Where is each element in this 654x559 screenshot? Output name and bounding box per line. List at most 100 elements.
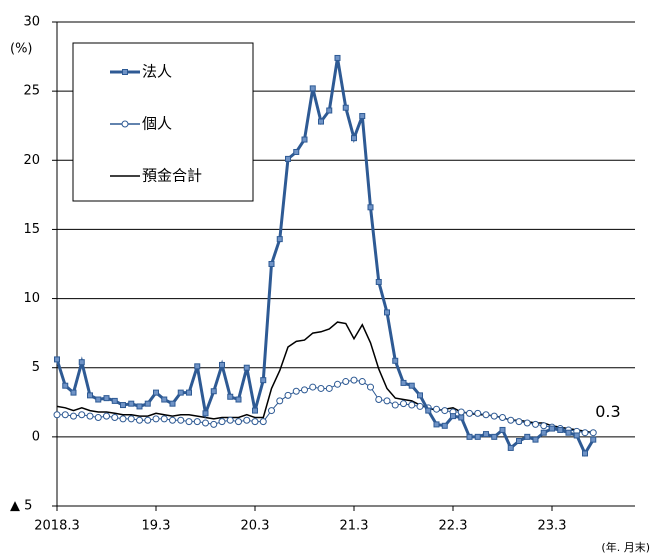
point [523, 419, 531, 427]
point [441, 407, 449, 415]
legend-marker [122, 69, 128, 75]
point [359, 113, 366, 120]
point [284, 391, 292, 399]
point [466, 409, 473, 417]
point [342, 378, 350, 386]
point [466, 433, 473, 440]
point [309, 85, 316, 92]
point [433, 405, 440, 413]
point [152, 415, 160, 423]
point [408, 401, 416, 409]
point [136, 403, 143, 410]
point [515, 418, 523, 426]
legend-box [72, 42, 254, 202]
point [383, 397, 391, 405]
point [103, 412, 110, 420]
point [127, 415, 135, 423]
point [350, 376, 358, 384]
point [499, 426, 506, 433]
point [483, 431, 489, 438]
point [573, 432, 580, 439]
point [392, 357, 399, 364]
point [450, 413, 456, 420]
y-unit: (%) [10, 42, 33, 57]
point [433, 421, 440, 428]
point [301, 386, 308, 394]
point [202, 410, 209, 417]
point [144, 416, 152, 424]
x-tick-label: 2018.3 [34, 519, 80, 534]
point [218, 418, 226, 426]
y-tick-label: 10 [23, 291, 40, 306]
point [293, 148, 300, 155]
point [532, 420, 539, 428]
y-tick-label: 20 [23, 153, 40, 168]
point [532, 436, 539, 443]
point [565, 429, 572, 436]
point [317, 384, 325, 392]
point [490, 412, 498, 420]
point [86, 412, 94, 420]
point [589, 429, 597, 437]
point [375, 396, 383, 404]
point [128, 400, 135, 407]
y-tick-label: 30 [23, 15, 40, 30]
point [94, 413, 102, 421]
point [160, 415, 168, 423]
y-tick-label: 15 [23, 222, 40, 237]
point [177, 416, 185, 424]
legend-label: 預金合計 [142, 167, 202, 185]
point [482, 411, 490, 419]
point [210, 388, 217, 395]
point [408, 382, 415, 389]
point [226, 416, 234, 424]
point [268, 407, 275, 415]
point [153, 389, 159, 396]
point [326, 107, 333, 114]
point [119, 415, 127, 423]
point [309, 383, 317, 391]
point [391, 401, 399, 409]
point [70, 389, 77, 396]
point [276, 236, 283, 243]
point [227, 393, 234, 400]
x-tick-label: 21.3 [340, 519, 369, 534]
point [334, 54, 341, 61]
y-tick-label: 0 [32, 429, 40, 444]
point [457, 408, 465, 416]
annotation: 0.3 [595, 402, 620, 421]
point [259, 418, 267, 426]
point [499, 413, 506, 421]
point [53, 411, 61, 419]
point [78, 411, 86, 419]
point [507, 444, 514, 451]
point [210, 420, 218, 428]
point [144, 400, 151, 407]
point [235, 396, 242, 403]
x-tick-label: 20.3 [241, 519, 270, 534]
point [441, 422, 448, 429]
point [375, 278, 382, 285]
point [243, 416, 251, 424]
x-tick-label: 22.3 [439, 519, 468, 534]
point [111, 413, 119, 421]
point [136, 416, 143, 424]
point [78, 359, 85, 366]
point [367, 383, 374, 391]
point [358, 378, 366, 386]
point [417, 392, 423, 399]
y-tick-label: 5 [32, 360, 40, 375]
point [342, 104, 349, 111]
point [62, 382, 69, 389]
point [268, 261, 275, 267]
point [111, 397, 118, 404]
point [169, 400, 176, 407]
legend-marker [121, 120, 129, 128]
point [120, 402, 126, 409]
point [161, 396, 168, 403]
point [325, 384, 333, 392]
legend-label: 個人 [142, 115, 172, 133]
point [590, 436, 597, 443]
point [251, 418, 259, 426]
